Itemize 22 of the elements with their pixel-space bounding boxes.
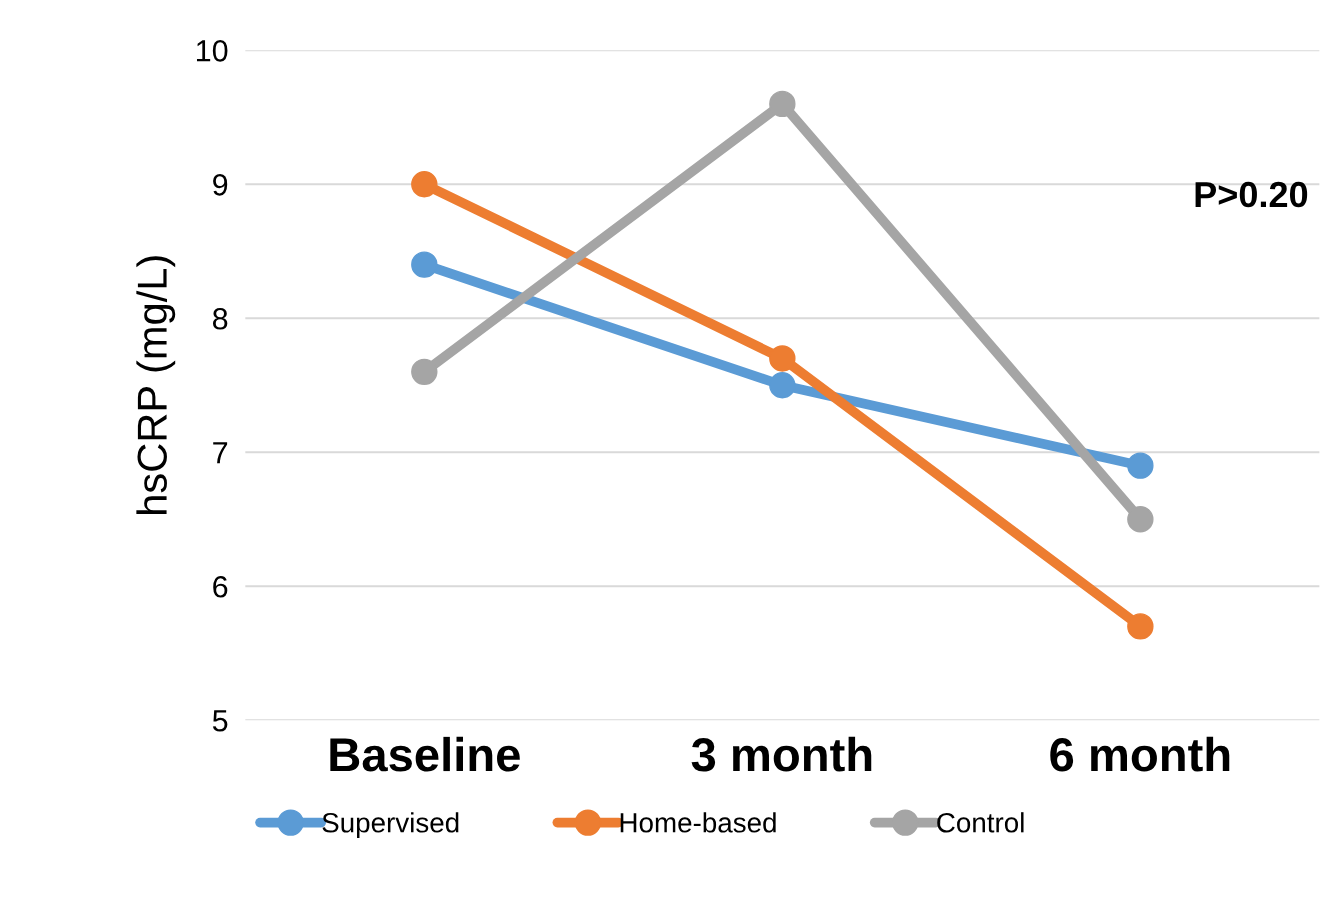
legend-label: Control <box>937 812 1024 833</box>
y-tick-label: 8 <box>212 307 228 330</box>
point <box>411 171 438 198</box>
y-tick-label: 10 <box>196 40 228 62</box>
point <box>411 358 438 386</box>
legend-label: Supervised <box>322 812 459 839</box>
y-tick-label: 7 <box>213 442 228 464</box>
point <box>769 345 796 372</box>
y-axis-title: hsCRP (mg/L) <box>136 256 176 514</box>
annotation: P>0.20 <box>1195 181 1308 208</box>
x-tick-label: 3 month <box>691 736 872 772</box>
x-tick-label: Baseline <box>330 736 520 772</box>
y-tick-label: 6 <box>213 575 228 598</box>
point <box>769 90 796 118</box>
y-tick-label: 9 <box>213 174 228 196</box>
x-tick-label: 6 month <box>1050 736 1230 772</box>
point <box>1127 613 1154 640</box>
point <box>411 251 438 278</box>
point <box>769 372 796 399</box>
point <box>1127 506 1154 533</box>
y-tick-label: 5 <box>212 710 228 732</box>
point <box>1127 452 1154 479</box>
